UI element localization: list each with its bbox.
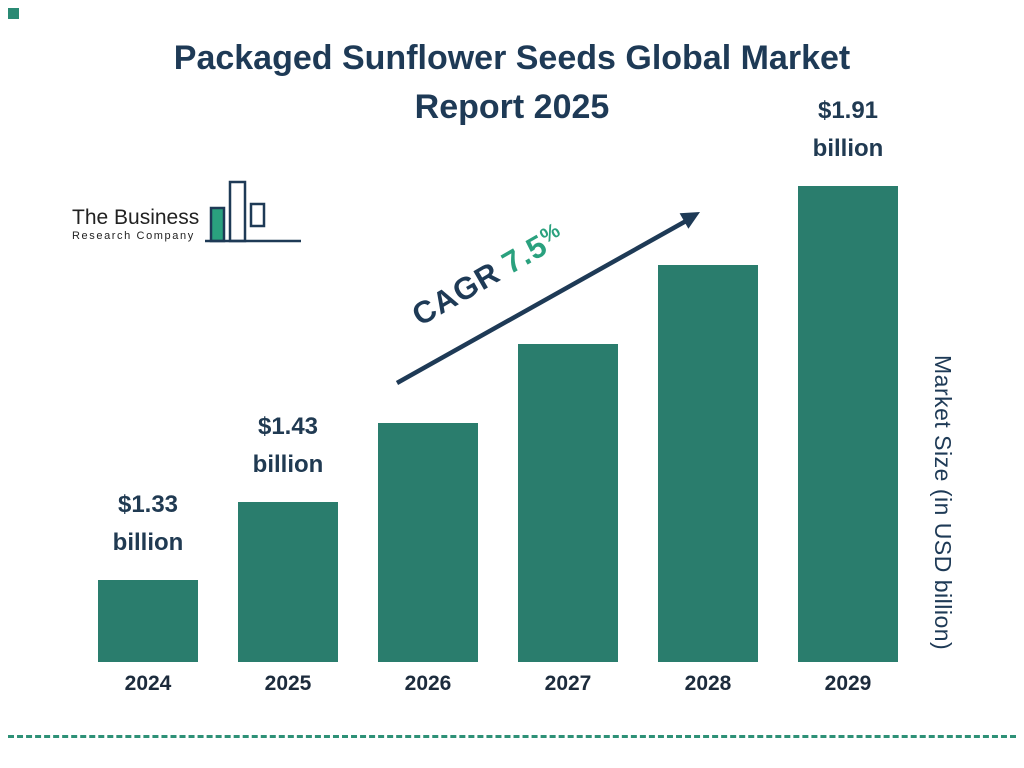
bar-2028 <box>658 265 758 662</box>
bar-group-2026: 2026 <box>378 423 478 698</box>
x-axis-label-2027: 2027 <box>544 672 592 695</box>
bar-group-2025: $1.43 billion 2025 <box>238 408 338 698</box>
bar-2024 <box>98 580 198 662</box>
x-axis-label-2026: 2026 <box>404 672 452 695</box>
x-axis-label-2028: 2028 <box>684 672 732 695</box>
chart-title-line1: Packaged Sunflower Seeds Global Market <box>173 39 851 77</box>
logo-text: The Business Research Company <box>72 206 199 250</box>
corner-mark <box>8 8 19 19</box>
y-axis-label: Market Size (in USD billion) <box>930 355 956 651</box>
x-axis-label-2025: 2025 <box>264 672 312 695</box>
x-axis-label-2029: 2029 <box>824 672 872 695</box>
bar-2026 <box>378 423 478 662</box>
bar-2025 <box>238 502 338 662</box>
bar-value-label-2024: $1.33 billion <box>112 491 184 557</box>
chart-title: Packaged Sunflower Seeds Global Market R… <box>0 34 1024 133</box>
chart-title-line2: Report 2025 <box>414 88 610 127</box>
bar-group-2024: $1.33 billion 2024 <box>98 486 198 698</box>
bar-2027 <box>518 344 618 662</box>
bar-group-2027: 2027 <box>518 344 618 698</box>
logo: The Business Research Company <box>72 178 305 250</box>
bar-2029 <box>798 186 898 662</box>
bottom-dashed-divider <box>8 735 1016 738</box>
bar-group-2028: 2028 <box>658 265 758 698</box>
logo-name: The Business <box>72 206 200 229</box>
logo-bars-icon <box>205 180 302 243</box>
bar-value-label-2029: $1.91 billion <box>812 97 884 163</box>
bar-group-2029: $1.91 billion 2029 <box>798 92 898 698</box>
bar-value-label-2025: $1.43 billion <box>252 413 324 479</box>
logo-subtitle: Research Company <box>72 230 195 242</box>
bar-chart: $1.33 billion 2024 $1.43 billion 2025 2026 2027… <box>98 92 898 698</box>
x-axis-label-2024: 2024 <box>124 672 172 695</box>
